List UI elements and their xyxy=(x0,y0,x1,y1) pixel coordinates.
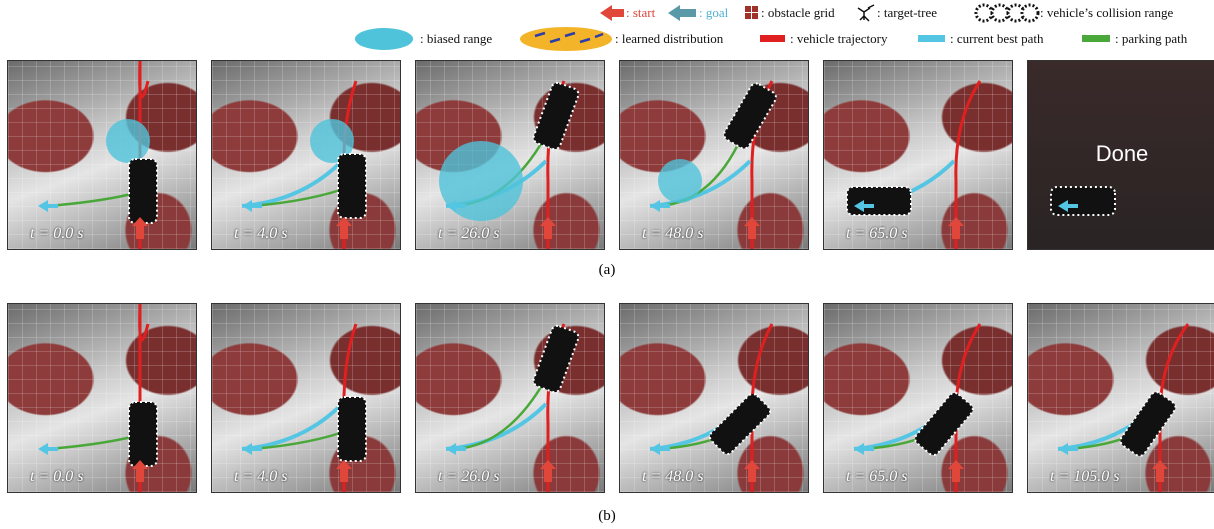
legend-label: : target-tree xyxy=(877,5,937,21)
vehicle-body xyxy=(129,159,157,223)
vehicle-body xyxy=(722,81,778,150)
goal-arrow xyxy=(38,200,58,212)
start-arrow xyxy=(948,460,964,482)
vehicle xyxy=(913,390,976,457)
figure: : start : goal : obstacle grid : target-… xyxy=(0,0,1214,529)
time-label: t = 26.0 s xyxy=(438,468,499,486)
time-label: t = 65.0 s xyxy=(846,225,907,243)
goal-arrow xyxy=(38,443,58,455)
panel-drawing xyxy=(212,61,400,249)
vehicle xyxy=(532,81,580,151)
vehicle-body xyxy=(1051,187,1115,215)
legend-label: : obstacle grid xyxy=(761,5,835,21)
best-path xyxy=(242,404,342,449)
panel: t = 26.0 s xyxy=(415,303,605,493)
start-arrow xyxy=(336,460,352,482)
time-label: t = 4.0 s xyxy=(234,468,287,486)
obstacle-icon xyxy=(745,6,758,19)
panel: t = 105.0 s xyxy=(1027,303,1214,493)
panel-drawing xyxy=(416,304,604,492)
vehicle-body xyxy=(532,324,580,394)
panel-drawing xyxy=(1028,304,1214,492)
vehicle-body xyxy=(913,390,976,457)
panel-drawing xyxy=(416,61,604,249)
parking-icon xyxy=(1082,35,1110,42)
trajectory-icon xyxy=(760,35,785,42)
time-label: t = 65.0 s xyxy=(846,468,907,486)
panel: Done xyxy=(1027,60,1214,250)
panel-drawing xyxy=(8,61,196,249)
biased-icon xyxy=(355,28,413,50)
vehicle xyxy=(707,391,772,456)
biased-range xyxy=(106,119,150,163)
panel-drawing xyxy=(620,61,808,249)
best-path xyxy=(242,161,342,206)
goal-icon xyxy=(668,5,696,21)
time-label: t = 26.0 s xyxy=(438,225,499,243)
row-caption: (b) xyxy=(587,508,627,525)
tree-icon xyxy=(858,5,874,21)
vehicle-body xyxy=(338,154,366,218)
legend-icons xyxy=(0,0,1214,58)
legend-label: : vehicle’s collision range xyxy=(1040,5,1173,21)
panel: t = 4.0 s xyxy=(211,303,401,493)
vehicle-body xyxy=(532,81,580,151)
start-icon xyxy=(600,5,624,21)
panel-drawing xyxy=(824,304,1012,492)
start-arrow xyxy=(540,217,556,239)
time-label: t = 48.0 s xyxy=(642,468,703,486)
panel: t = 65.0 s xyxy=(823,303,1013,493)
time-label: t = 105.0 s xyxy=(1050,468,1119,486)
start-arrow xyxy=(948,217,964,239)
legend-label: : current best path xyxy=(950,31,1044,47)
time-label: t = 0.0 s xyxy=(30,468,83,486)
start-arrow xyxy=(540,460,556,482)
vehicle-body xyxy=(338,397,366,461)
legend-label: : vehicle trajectory xyxy=(790,31,887,47)
panel: t = 48.0 s xyxy=(619,60,809,250)
legend-label: : parking path xyxy=(1115,31,1187,47)
panel: t = 48.0 s xyxy=(619,303,809,493)
vehicle xyxy=(847,187,911,215)
overlay-label: Done xyxy=(1028,141,1214,167)
legend-label: : biased range xyxy=(420,31,492,47)
time-label: t = 4.0 s xyxy=(234,225,287,243)
start-arrow xyxy=(1152,460,1168,482)
start-arrow xyxy=(744,460,760,482)
vehicle xyxy=(338,397,366,461)
vehicle-body xyxy=(129,402,157,466)
vehicle-body xyxy=(1118,390,1178,458)
panel: t = 0.0 s xyxy=(7,60,197,250)
panel: t = 0.0 s xyxy=(7,303,197,493)
legend-label: : goal xyxy=(699,5,728,21)
vehicle xyxy=(129,159,157,223)
panel: t = 4.0 s xyxy=(211,60,401,250)
vehicle xyxy=(722,81,778,150)
panel-drawing xyxy=(620,304,808,492)
biased-range xyxy=(658,159,702,203)
panel-drawing xyxy=(212,304,400,492)
time-label: t = 0.0 s xyxy=(30,225,83,243)
start-arrow xyxy=(336,217,352,239)
legend-label: : start xyxy=(626,5,655,21)
collision-icon xyxy=(976,5,1038,21)
best-path-icon xyxy=(918,35,945,42)
panel-drawing xyxy=(8,304,196,492)
vehicle xyxy=(1118,390,1178,458)
vehicle xyxy=(129,402,157,466)
best-path xyxy=(446,404,546,449)
vehicle-body xyxy=(707,391,772,456)
start-arrow xyxy=(744,217,760,239)
legend-label: : learned distribution xyxy=(615,31,723,47)
vehicle xyxy=(338,154,366,218)
vehicle-body xyxy=(847,187,911,215)
time-label: t = 48.0 s xyxy=(642,225,703,243)
vehicle xyxy=(1051,187,1115,215)
distribution-icon xyxy=(520,27,612,51)
panel: t = 65.0 s xyxy=(823,60,1013,250)
panel: t = 26.0 s xyxy=(415,60,605,250)
vehicle xyxy=(532,324,580,394)
panel-drawing xyxy=(824,61,1012,249)
row-caption: (a) xyxy=(587,262,627,279)
